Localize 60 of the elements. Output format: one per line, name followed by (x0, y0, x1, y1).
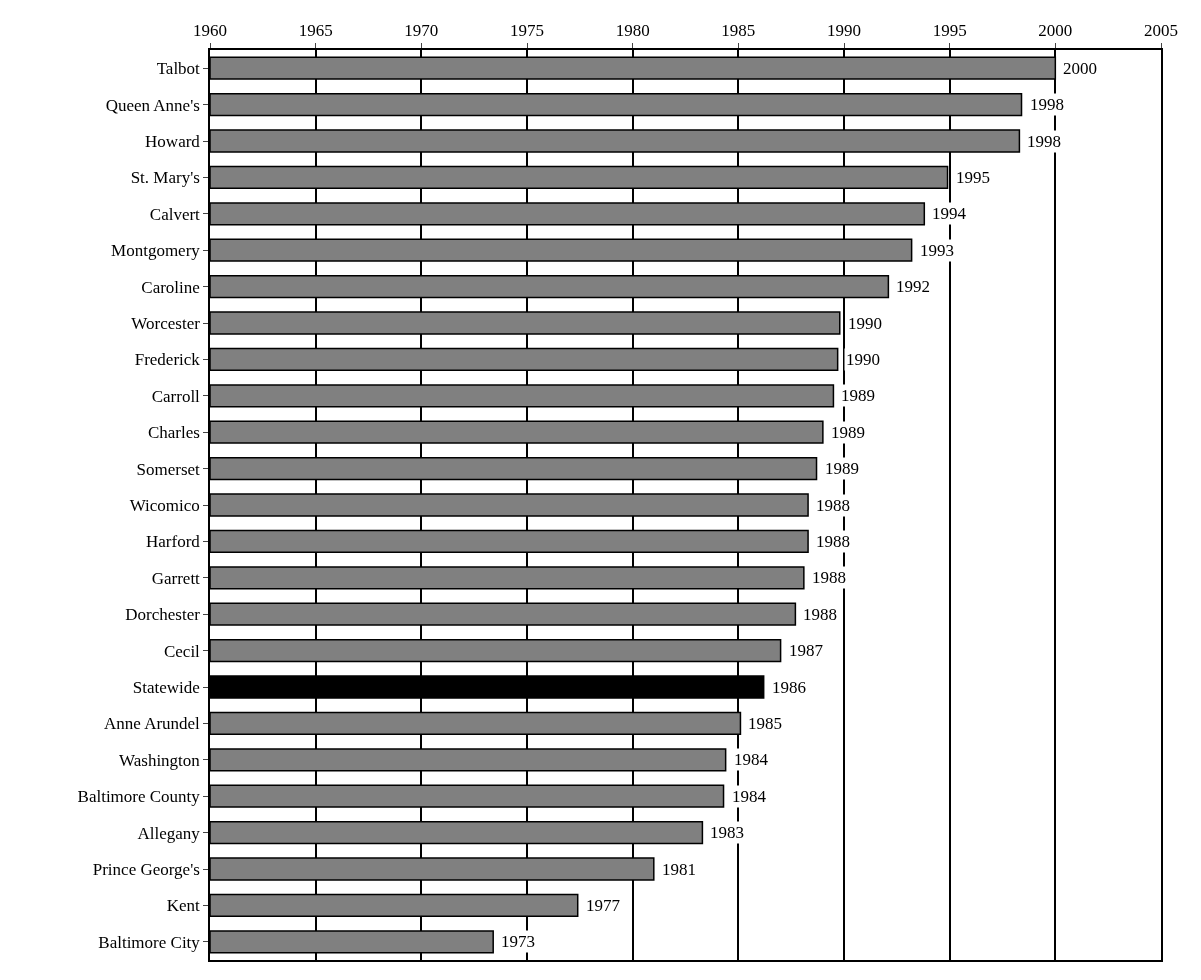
data-label: 1995 (956, 168, 990, 187)
data-label: 1988 (816, 532, 850, 551)
y-tick-label: Baltimore City (98, 932, 201, 952)
y-tick-label: Baltimore County (77, 787, 201, 807)
data-label: 1987 (789, 641, 824, 660)
data-label: 1977 (586, 896, 621, 915)
data-label: 1989 (831, 423, 865, 442)
y-tick-label: Prince George's (92, 859, 200, 879)
y-tick-label: Statewide (132, 677, 200, 697)
data-label: 1993 (920, 241, 954, 260)
y-tick-label: Caroline (141, 277, 200, 297)
y-tick-label: Talbot (156, 59, 201, 79)
data-label: 2000 (1063, 59, 1097, 78)
x-tick-label: 2000 (1038, 21, 1073, 41)
y-tick-label: Worcester (131, 313, 201, 333)
y-tick-label: Allegany (137, 823, 201, 843)
y-tick-label: Kent (166, 896, 201, 916)
x-tick-label: 1970 (404, 21, 439, 41)
y-tick-label: Somerset (136, 459, 201, 479)
y-tick-label: Montgomery (111, 241, 201, 261)
data-label: 1988 (812, 568, 846, 587)
y-tick-label: Howard (145, 131, 201, 151)
data-label: 1994 (932, 204, 967, 223)
y-tick-label: Garrett (151, 568, 201, 588)
x-tick-label: 1990 (827, 21, 861, 41)
y-tick-label: Cecil (163, 641, 201, 661)
data-label: 1990 (848, 314, 882, 333)
y-tick-label: Queen Anne's (105, 95, 200, 115)
y-tick-label: Dorchester (125, 605, 201, 625)
y-tick-label: Frederick (134, 350, 201, 370)
y-tick-label: St. Mary's (130, 168, 200, 188)
data-label: 1988 (803, 605, 837, 624)
x-tick-label: 1995 (932, 21, 967, 41)
data-label: 1989 (825, 459, 859, 478)
y-tick-label: Charles (147, 423, 200, 443)
y-tick-label: Carroll (151, 386, 201, 406)
data-label: 1985 (748, 714, 782, 733)
data-label: 1984 (734, 750, 769, 769)
data-label: 1983 (710, 823, 744, 842)
data-label: 1981 (662, 860, 696, 879)
data-label: 1989 (841, 386, 875, 405)
data-label: 1986 (772, 678, 806, 697)
x-tick-label: 2005 (1144, 21, 1178, 41)
data-label: 1973 (501, 932, 535, 951)
y-tick-label: Calvert (149, 204, 201, 224)
y-tick-label: Anne Arundel (104, 714, 201, 734)
y-tick-label: Washington (119, 750, 201, 770)
data-label: 1998 (1030, 95, 1064, 114)
data-label: 1984 (732, 787, 767, 806)
x-tick-label: 1985 (721, 21, 756, 41)
y-tick-label: Wicomico (129, 495, 200, 515)
data-label: 1988 (816, 496, 850, 515)
data-label: 1990 (846, 350, 880, 369)
data-label: 1998 (1027, 132, 1061, 151)
x-tick-label: 1975 (510, 21, 544, 41)
x-tick-label: 1960 (193, 21, 227, 41)
x-tick-label: 1965 (298, 21, 333, 41)
x-tick-label: 1980 (615, 21, 650, 41)
data-label: 1992 (896, 277, 930, 296)
y-tick-label: Harford (146, 532, 201, 552)
